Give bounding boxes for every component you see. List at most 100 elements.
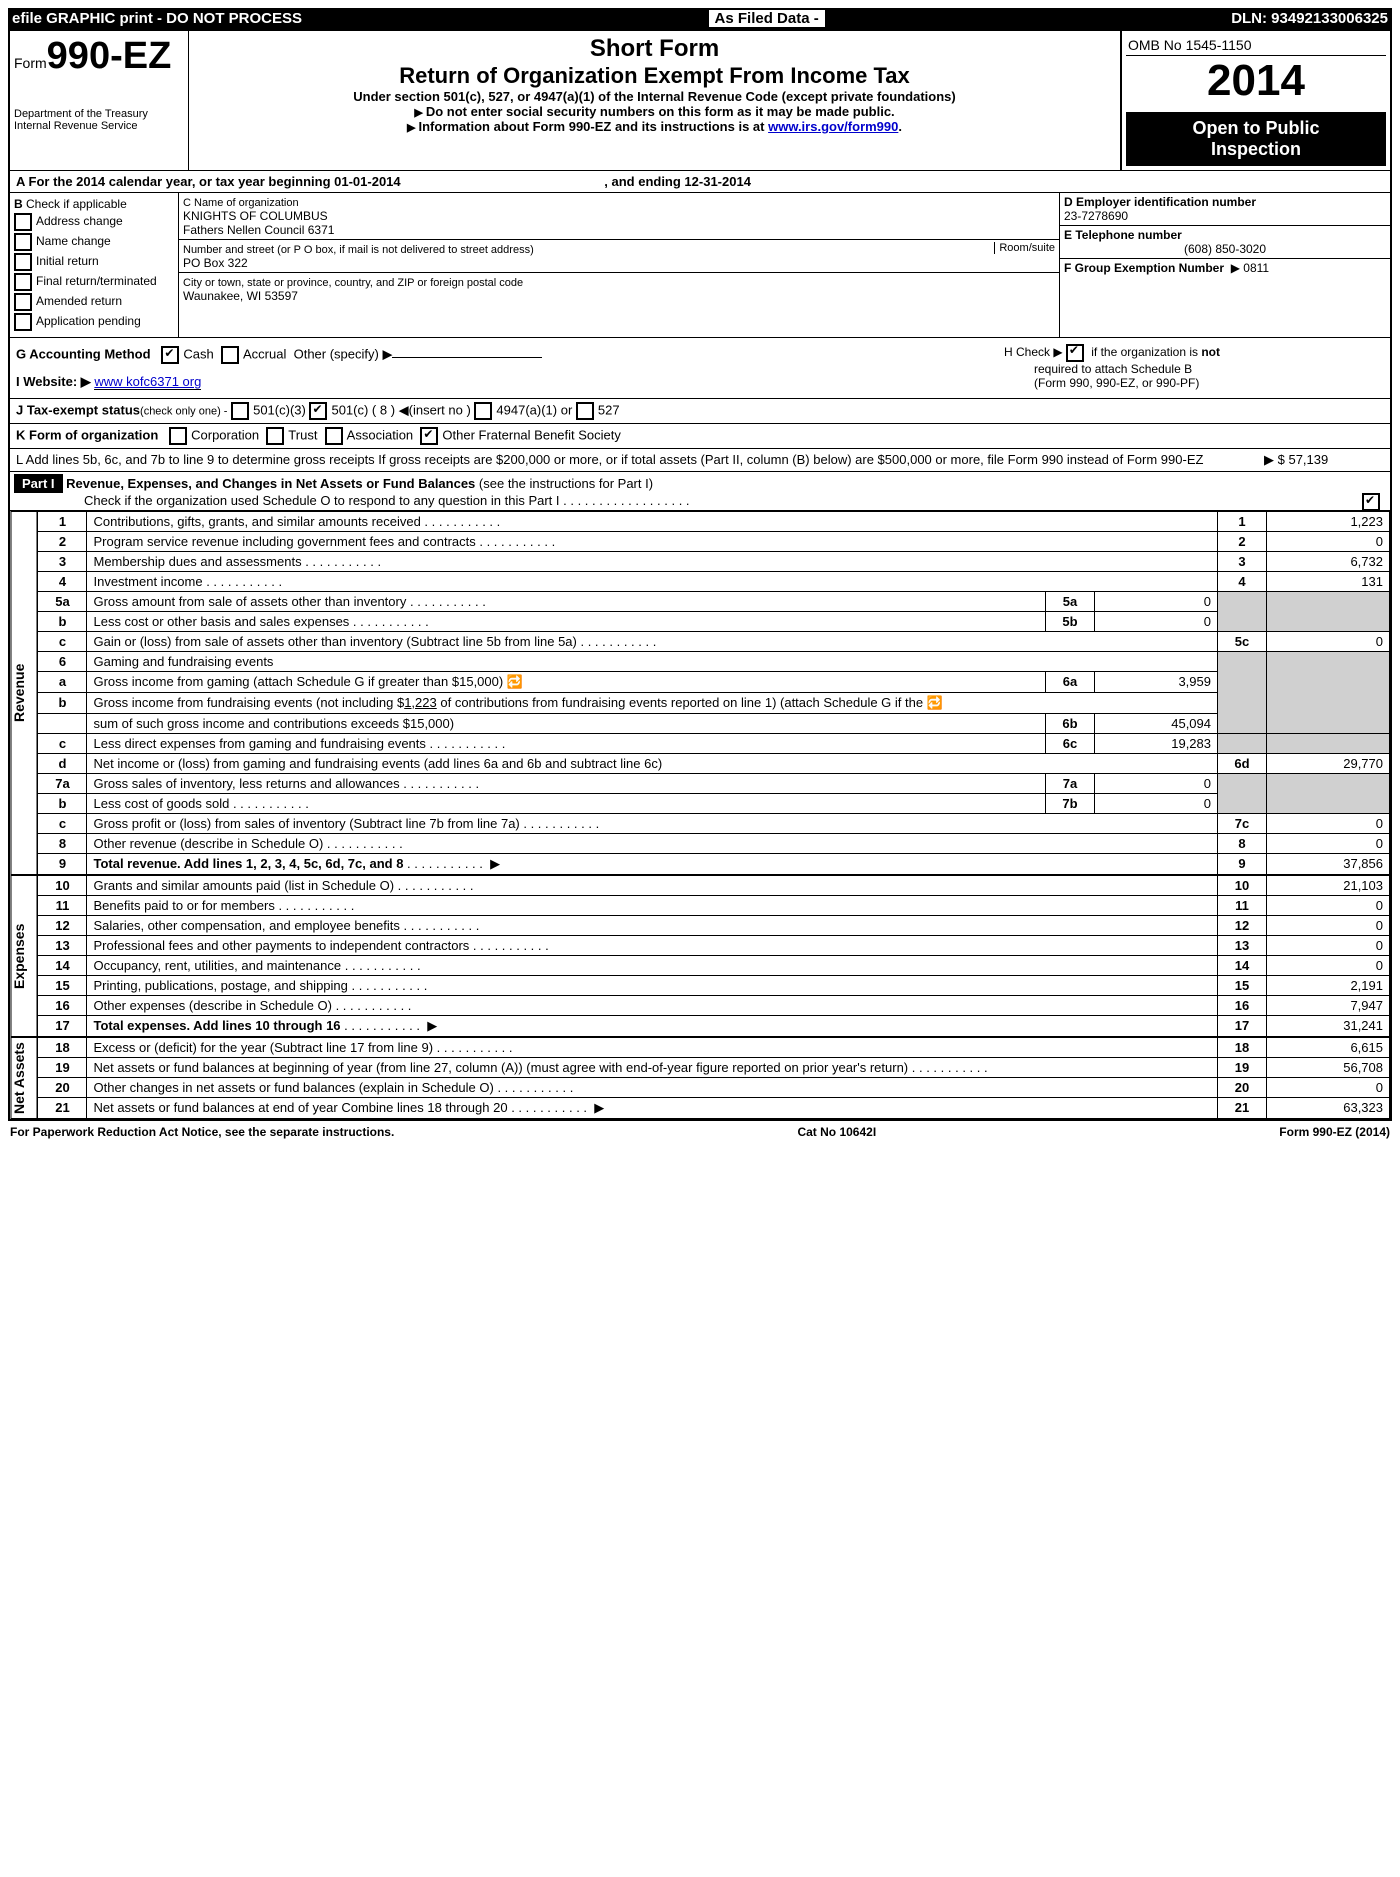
form-prefix: Form xyxy=(14,55,47,71)
line7c-desc: Gross profit or (loss) from sales of inv… xyxy=(93,816,519,831)
title-short: Short Form xyxy=(201,35,1108,63)
line7a-amt: 0 xyxy=(1095,774,1218,794)
l-arrow: ▶ xyxy=(1264,452,1274,467)
line8-amt: 0 xyxy=(1267,834,1390,854)
footer-cat: Cat No 10642I xyxy=(797,1125,876,1139)
line2-desc: Program service revenue including govern… xyxy=(93,534,475,549)
room-label: Room/suite xyxy=(994,242,1055,254)
lbl-501c3: 501(c)(3) xyxy=(253,402,306,417)
chk-name-change[interactable] xyxy=(14,233,32,251)
line14-desc: Occupancy, rent, utilities, and maintena… xyxy=(93,958,341,973)
line6-desc: Gaming and fundraising events xyxy=(87,652,1218,672)
chk-corp[interactable] xyxy=(169,427,187,445)
website-link[interactable]: www kofc6371 org xyxy=(94,374,201,390)
line12-amt: 0 xyxy=(1267,916,1390,936)
lbl-application-pending: Application pending xyxy=(36,314,141,328)
lbl-address-change: Address change xyxy=(36,214,123,228)
line18-desc: Excess or (deficit) for the year (Subtra… xyxy=(93,1040,433,1055)
netassets-table: 18Excess or (deficit) for the year (Subt… xyxy=(37,1037,1390,1119)
chk-address-change[interactable] xyxy=(14,213,32,231)
vert-revenue: Revenue xyxy=(10,511,37,875)
chk-schedule-b[interactable] xyxy=(1066,344,1084,362)
chk-other-org[interactable] xyxy=(420,427,438,445)
omb-number: OMB No 1545-1150 xyxy=(1126,35,1386,56)
org-city: Waunakee, WI 53597 xyxy=(183,289,298,303)
line6d-amt: 29,770 xyxy=(1267,754,1390,774)
lbl-other-org: Other xyxy=(442,427,475,442)
lbl-accrual: Accrual xyxy=(243,346,286,361)
lbl-527: 527 xyxy=(598,402,620,417)
title-warn: Do not enter social security numbers on … xyxy=(201,104,1108,119)
expenses-table: 10Grants and similar amounts paid (list … xyxy=(37,875,1390,1037)
dept-treasury: Department of the Treasury xyxy=(14,108,184,120)
chk-cash[interactable] xyxy=(161,346,179,364)
c-label: C Name of organization xyxy=(183,197,299,209)
l-text: L Add lines 5b, 6c, and 7b to line 9 to … xyxy=(16,452,1264,468)
chk-trust[interactable] xyxy=(266,427,284,445)
ein-value: 23-7278690 xyxy=(1064,209,1128,223)
line7a-desc: Gross sales of inventory, less returns a… xyxy=(93,776,399,791)
address-block: B Check if applicable Address change Nam… xyxy=(10,193,1390,338)
line1-desc: Contributions, gifts, grants, and simila… xyxy=(93,514,420,529)
vert-netassets: Net Assets xyxy=(10,1037,37,1119)
f-label: F Group Exemption Number xyxy=(1064,261,1224,275)
city-label: City or town, state or province, country… xyxy=(183,277,523,289)
org-name-2: Fathers Nellen Council 6371 xyxy=(183,223,334,237)
section-b: B Check if applicable Address change Nam… xyxy=(10,193,179,337)
chk-final-return[interactable] xyxy=(14,273,32,291)
irs-link[interactable]: www.irs.gov/form990 xyxy=(768,119,898,134)
part1-header: Part I Revenue, Expenses, and Changes in… xyxy=(10,472,1390,511)
line2-amt: 0 xyxy=(1267,532,1390,552)
line6c-amt: 19,283 xyxy=(1095,734,1218,754)
chk-assoc[interactable] xyxy=(325,427,343,445)
f-arrow: ▶ xyxy=(1231,261,1240,275)
expenses-section: Expenses 10Grants and similar amounts pa… xyxy=(10,875,1390,1037)
revenue-table: 1Contributions, gifts, grants, and simil… xyxy=(37,511,1390,875)
chk-501c3[interactable] xyxy=(231,402,249,420)
row-gh: G Accounting Method Cash Accrual Other (… xyxy=(10,338,1390,399)
group-exemption: 0811 xyxy=(1243,261,1269,275)
line12-desc: Salaries, other compensation, and employ… xyxy=(93,918,399,933)
line5b-amt: 0 xyxy=(1095,612,1218,632)
b-label: B xyxy=(14,197,23,211)
revenue-section: Revenue 1Contributions, gifts, grants, a… xyxy=(10,511,1390,875)
h-text2: if the organization is xyxy=(1091,345,1198,359)
form-container: Form990-EZ Department of the Treasury In… xyxy=(8,29,1392,1121)
line5c-amt: 0 xyxy=(1267,632,1390,652)
chk-501c[interactable] xyxy=(309,402,327,420)
chk-4947[interactable] xyxy=(474,402,492,420)
chk-application-pending[interactable] xyxy=(14,313,32,331)
street-label: Number and street (or P O box, if mail i… xyxy=(183,244,534,256)
line20-amt: 0 xyxy=(1267,1078,1390,1098)
title-under: Under section 501(c), 527, or 4947(a)(1)… xyxy=(201,89,1108,104)
line-l: L Add lines 5b, 6c, and 7b to line 9 to … xyxy=(10,449,1390,472)
line4-amt: 131 xyxy=(1267,572,1390,592)
lbl-trust: Trust xyxy=(288,427,317,442)
title-main: Return of Organization Exempt From Incom… xyxy=(201,63,1108,89)
chk-schedule-o[interactable] xyxy=(1362,493,1380,511)
line3-desc: Membership dues and assessments xyxy=(93,554,301,569)
line6d-desc: Net income or (loss) from gaming and fun… xyxy=(87,754,1218,774)
phone-value: (608) 850-3020 xyxy=(1064,242,1386,256)
line-a: A For the 2014 calendar year, or tax yea… xyxy=(10,171,1390,193)
org-name-1: KNIGHTS OF COLUMBUS xyxy=(183,209,328,223)
chk-initial-return[interactable] xyxy=(14,253,32,271)
lbl-final-return: Final return/terminated xyxy=(36,274,157,288)
gross-receipts: $ 57,139 xyxy=(1278,452,1329,467)
chk-amended[interactable] xyxy=(14,293,32,311)
line-a-pre: A For the 2014 calendar year, or tax yea… xyxy=(16,174,401,189)
info-pre: Information about Form 990-EZ and its in… xyxy=(407,119,768,134)
line10-amt: 21,103 xyxy=(1267,876,1390,896)
h-text3: required to attach Schedule B xyxy=(1034,362,1192,376)
chk-accrual[interactable] xyxy=(221,346,239,364)
line6b-end: sum of such gross income and contributio… xyxy=(87,714,1046,734)
j-label: J Tax-exempt status xyxy=(16,402,140,417)
efile-left: efile GRAPHIC print - DO NOT PROCESS xyxy=(12,10,302,27)
chk-527[interactable] xyxy=(576,402,594,420)
line9-desc: Total revenue. Add lines 1, 2, 3, 4, 5c,… xyxy=(93,856,403,871)
line8-desc: Other revenue (describe in Schedule O) xyxy=(93,836,323,851)
line15-amt: 2,191 xyxy=(1267,976,1390,996)
line11-amt: 0 xyxy=(1267,896,1390,916)
section-c: C Name of organization KNIGHTS OF COLUMB… xyxy=(179,193,1060,337)
dept-irs: Internal Revenue Service xyxy=(14,120,184,132)
